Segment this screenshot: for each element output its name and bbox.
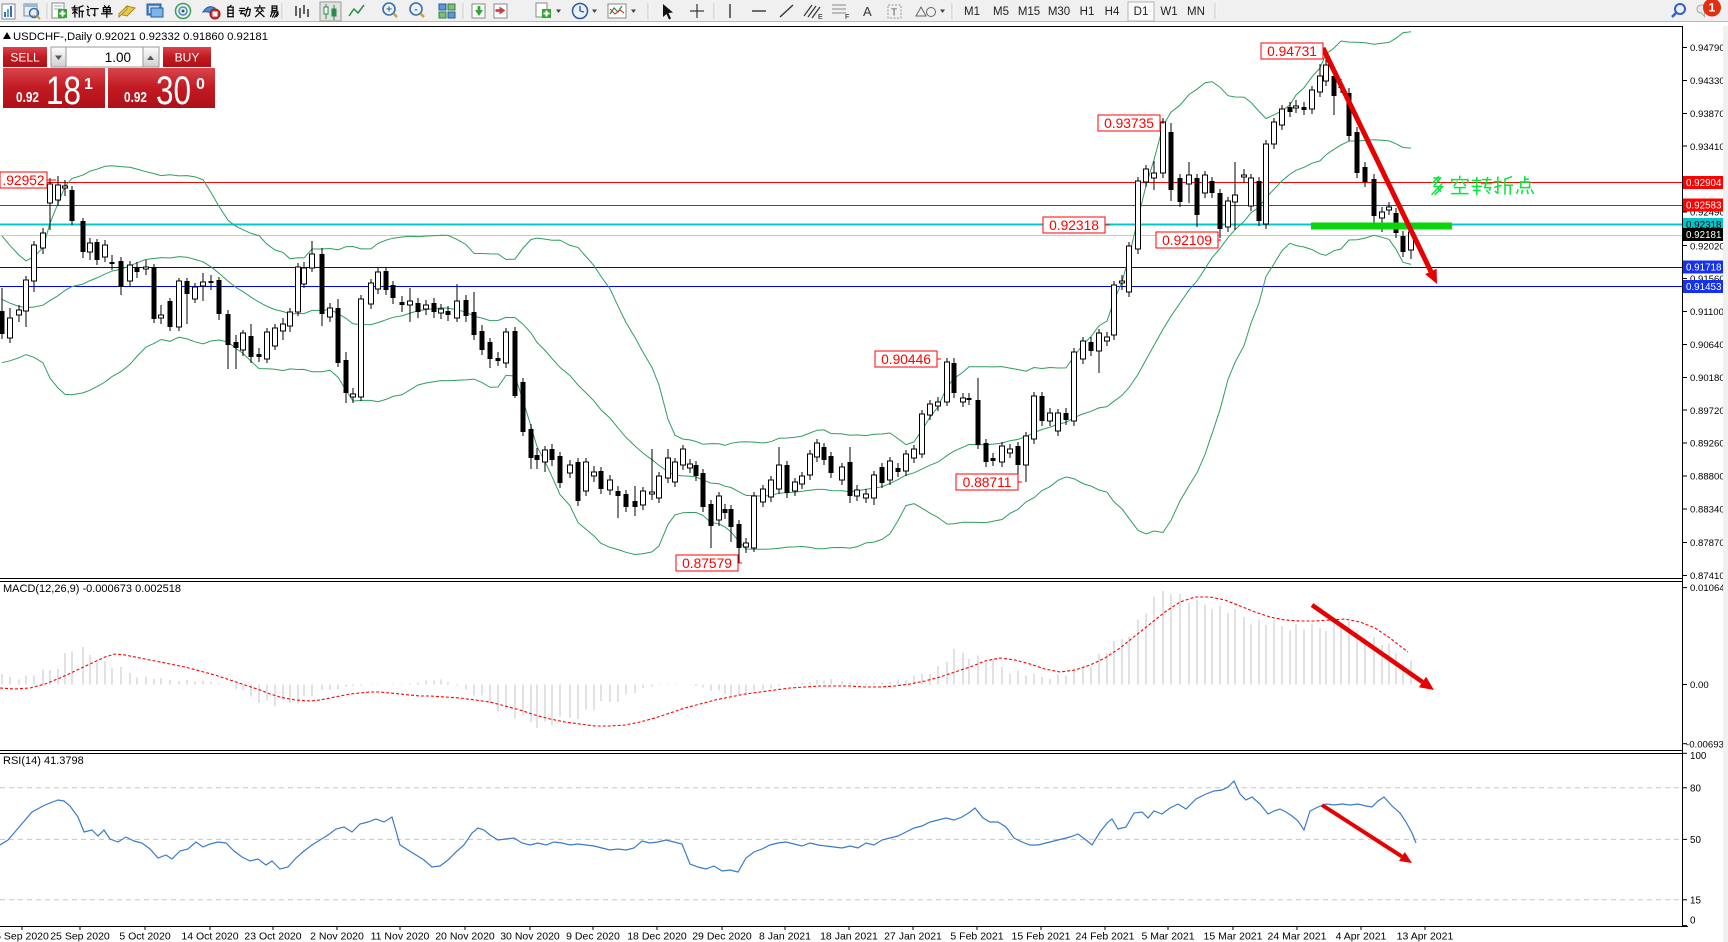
- svg-text:0.01064: 0.01064: [1690, 583, 1725, 594]
- svg-text:H1: H1: [1080, 6, 1095, 18]
- svg-text:15 Feb 2021: 15 Feb 2021: [1012, 931, 1071, 942]
- svg-text:0.93870: 0.93870: [1690, 109, 1725, 120]
- svg-text:2 Nov 2020: 2 Nov 2020: [310, 931, 364, 942]
- svg-text:MACD(12,26,9) -0.000673 0.0025: MACD(12,26,9) -0.000673 0.002518: [3, 583, 181, 595]
- svg-text:SELL: SELL: [10, 51, 40, 65]
- svg-text:0.92: 0.92: [16, 90, 39, 106]
- svg-text:0.87870: 0.87870: [1690, 538, 1725, 549]
- svg-text:D1: D1: [1134, 6, 1149, 18]
- svg-text:0.92109: 0.92109: [1162, 233, 1212, 248]
- svg-text:0: 0: [196, 76, 205, 93]
- svg-text:H4: H4: [1105, 6, 1120, 18]
- svg-text:MN: MN: [1187, 6, 1205, 18]
- svg-text:5 Mar 2021: 5 Mar 2021: [1141, 931, 1194, 942]
- svg-text:24 Mar 2021: 24 Mar 2021: [1268, 931, 1327, 942]
- svg-text:W1: W1: [1160, 6, 1177, 18]
- svg-text:0.89720: 0.89720: [1690, 406, 1725, 417]
- svg-text:0.93735: 0.93735: [1104, 116, 1154, 131]
- svg-text:1: 1: [84, 76, 93, 93]
- svg-text:30: 30: [156, 69, 191, 113]
- svg-text:11 Nov 2020: 11 Nov 2020: [371, 931, 430, 942]
- svg-text:0.93410: 0.93410: [1690, 142, 1725, 153]
- svg-text:4 Apr 2021: 4 Apr 2021: [1336, 931, 1387, 942]
- svg-text:100: 100: [1690, 751, 1707, 762]
- svg-text:A: A: [863, 4, 872, 19]
- svg-text:0.91718: 0.91718: [1686, 263, 1722, 274]
- svg-text:27 Jan 2021: 27 Jan 2021: [884, 931, 942, 942]
- svg-text:BUY: BUY: [175, 51, 200, 65]
- svg-text:0.90446: 0.90446: [881, 352, 931, 367]
- svg-text:M1: M1: [964, 6, 980, 18]
- svg-text:15: 15: [1690, 896, 1701, 907]
- svg-text:M30: M30: [1048, 6, 1070, 18]
- svg-text:0.92: 0.92: [124, 90, 147, 106]
- svg-text:.92952: .92952: [2, 173, 44, 188]
- svg-text:5 Feb 2021: 5 Feb 2021: [950, 931, 1003, 942]
- svg-text:0.90180: 0.90180: [1690, 373, 1725, 384]
- svg-text:0.88711: 0.88711: [963, 475, 1012, 490]
- svg-text:25 Sep 2020: 25 Sep 2020: [50, 931, 110, 942]
- svg-text:0.90640: 0.90640: [1690, 340, 1725, 351]
- svg-text:1.00: 1.00: [105, 50, 131, 65]
- svg-text:RSI(14) 41.3798: RSI(14) 41.3798: [3, 755, 84, 767]
- svg-text:M5: M5: [993, 6, 1009, 18]
- svg-text:20 Nov 2020: 20 Nov 2020: [435, 931, 495, 942]
- svg-text:0.92318: 0.92318: [1049, 218, 1099, 233]
- svg-text:29 Dec 2020: 29 Dec 2020: [692, 931, 752, 942]
- svg-text:-0.006934: -0.006934: [1686, 739, 1728, 750]
- svg-text:0.92904: 0.92904: [1686, 178, 1722, 189]
- svg-text:0.91100: 0.91100: [1690, 307, 1724, 318]
- svg-text:14 Oct 2020: 14 Oct 2020: [181, 931, 238, 942]
- svg-text:18 Jan 2021: 18 Jan 2021: [820, 931, 878, 942]
- svg-text:0.92318: 0.92318: [1686, 220, 1722, 231]
- svg-text:30 Nov 2020: 30 Nov 2020: [500, 931, 560, 942]
- svg-text:0.88800: 0.88800: [1690, 472, 1725, 483]
- svg-text:0.87579: 0.87579: [682, 556, 732, 571]
- svg-text:USDCHF-,Daily 0.92021 0.92332: USDCHF-,Daily 0.92021 0.92332 0.91860 0.…: [13, 31, 268, 43]
- svg-text:0: 0: [1690, 916, 1696, 927]
- svg-text:+: +: [386, 5, 392, 16]
- svg-text:0.94330: 0.94330: [1690, 76, 1725, 87]
- svg-text:F: F: [845, 14, 849, 21]
- svg-text:0.92490: 0.92490: [1690, 208, 1725, 219]
- svg-text:M15: M15: [1018, 6, 1040, 18]
- svg-text:9 Dec 2020: 9 Dec 2020: [566, 931, 620, 942]
- svg-text:0.00: 0.00: [1690, 680, 1709, 691]
- svg-text:23 Oct 2020: 23 Oct 2020: [244, 931, 301, 942]
- svg-text:0.91560: 0.91560: [1690, 274, 1725, 285]
- svg-text:-: -: [414, 5, 417, 16]
- svg-text:0.94790: 0.94790: [1690, 43, 1725, 54]
- svg-text:5 Oct 2020: 5 Oct 2020: [119, 931, 171, 942]
- svg-text:15 Mar 2021: 15 Mar 2021: [1204, 931, 1263, 942]
- svg-text:1: 1: [1709, 1, 1716, 15]
- svg-text:0.89260: 0.89260: [1690, 439, 1725, 450]
- svg-text:18: 18: [46, 69, 81, 113]
- svg-text:0.92020: 0.92020: [1690, 241, 1725, 252]
- svg-text:0.94731: 0.94731: [1267, 44, 1317, 59]
- svg-text:0.92181: 0.92181: [1686, 230, 1721, 241]
- svg-text:0.87410: 0.87410: [1690, 571, 1725, 582]
- svg-text:50: 50: [1690, 835, 1701, 846]
- svg-text:5 Sep 2020: 5 Sep 2020: [0, 931, 49, 942]
- svg-text:E: E: [818, 14, 823, 21]
- svg-text:80: 80: [1690, 784, 1701, 795]
- svg-text:0.92583: 0.92583: [1686, 201, 1722, 212]
- svg-text:0.91453: 0.91453: [1686, 282, 1722, 293]
- svg-text:18 Dec 2020: 18 Dec 2020: [627, 931, 687, 942]
- svg-text:24 Feb 2021: 24 Feb 2021: [1076, 931, 1135, 942]
- svg-text:13 Apr 2021: 13 Apr 2021: [1397, 931, 1454, 942]
- svg-text:8 Jan 2021: 8 Jan 2021: [759, 931, 811, 942]
- svg-text:0.88340: 0.88340: [1690, 505, 1725, 516]
- svg-text:T: T: [891, 8, 897, 19]
